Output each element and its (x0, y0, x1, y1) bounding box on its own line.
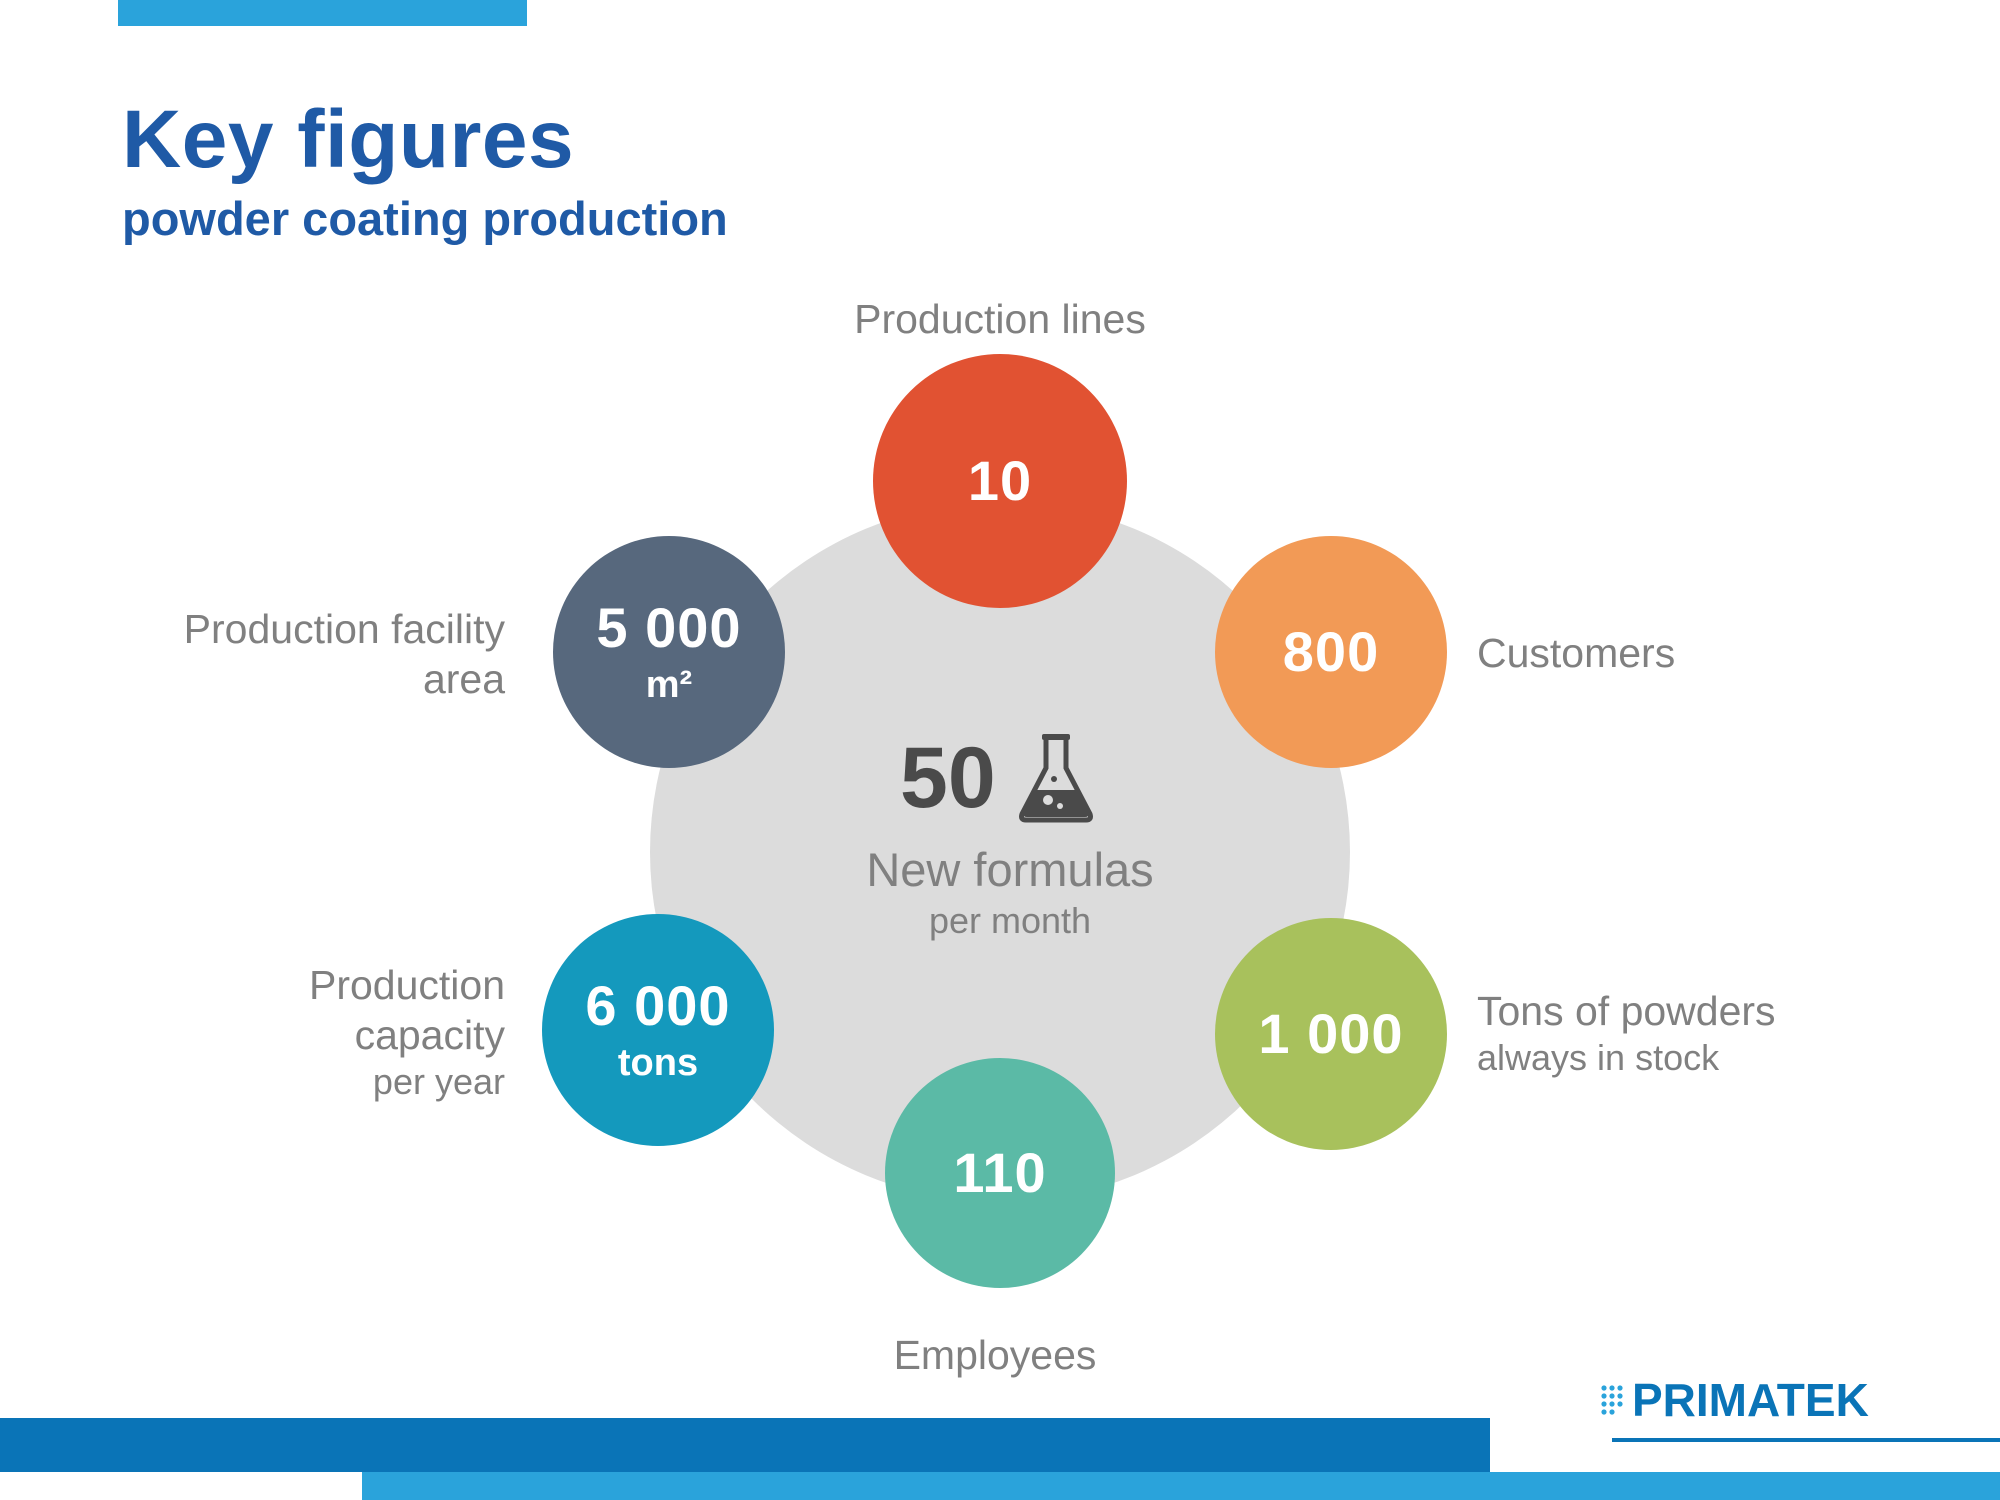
capacity-bubble: 6 000 tons (542, 914, 774, 1146)
stock-label-group: Tons of powders always in stock (1477, 986, 1776, 1080)
production-lines-value: 10 (967, 449, 1033, 512)
footer-bar-dark (0, 1418, 1490, 1472)
capacity-value: 6 000 (585, 974, 731, 1037)
center-label: New formulas (866, 843, 1154, 896)
customers-bubble: 800 (1215, 536, 1447, 768)
capacity-sublabel: per year (372, 1061, 505, 1102)
capacity-unit: tons (617, 1042, 699, 1084)
logo-underline (1612, 1438, 2000, 1442)
logo-dots-icon (1601, 1385, 1623, 1415)
production-lines-bubble: 10 (873, 354, 1127, 608)
capacity-label-line2: capacity (354, 1012, 505, 1058)
stock-label: Tons of powders (1477, 988, 1776, 1034)
production-lines-label: Production lines (854, 296, 1146, 342)
area-label-group: Production facility area (110, 604, 505, 704)
capacity-label-line1: Production (308, 962, 505, 1008)
area-label-line2: area (422, 656, 505, 702)
stock-sublabel: always in stock (1477, 1037, 1720, 1078)
center-sublabel: per month (928, 900, 1092, 941)
page-title: Key figures (122, 94, 575, 185)
employees-value: 110 (953, 1141, 1047, 1204)
page-subtitle: powder coating production (122, 192, 728, 245)
flask-icon (1019, 734, 1093, 823)
center-value: 50 (900, 730, 996, 826)
stock-value: 1 000 (1258, 1002, 1404, 1065)
customers-value: 800 (1282, 620, 1380, 683)
logo-text: PRIMATEK (1632, 1374, 1869, 1426)
employees-bubble: 110 (885, 1058, 1115, 1288)
stock-bubble: 1 000 (1215, 918, 1447, 1150)
top-accent-bar (118, 0, 527, 26)
area-unit: m² (645, 664, 693, 706)
capacity-label-group: Production capacity per year (200, 960, 505, 1104)
customers-label: Customers (1477, 630, 1676, 676)
primatek-logo: PRIMATEK (1600, 1372, 1869, 1428)
area-label-line1: Production facility (183, 606, 505, 652)
area-value: 5 000 (596, 596, 742, 659)
employees-label: Employees (893, 1332, 1097, 1378)
area-bubble: 5 000 m² (553, 536, 785, 768)
footer-bar-light (362, 1472, 2000, 1500)
